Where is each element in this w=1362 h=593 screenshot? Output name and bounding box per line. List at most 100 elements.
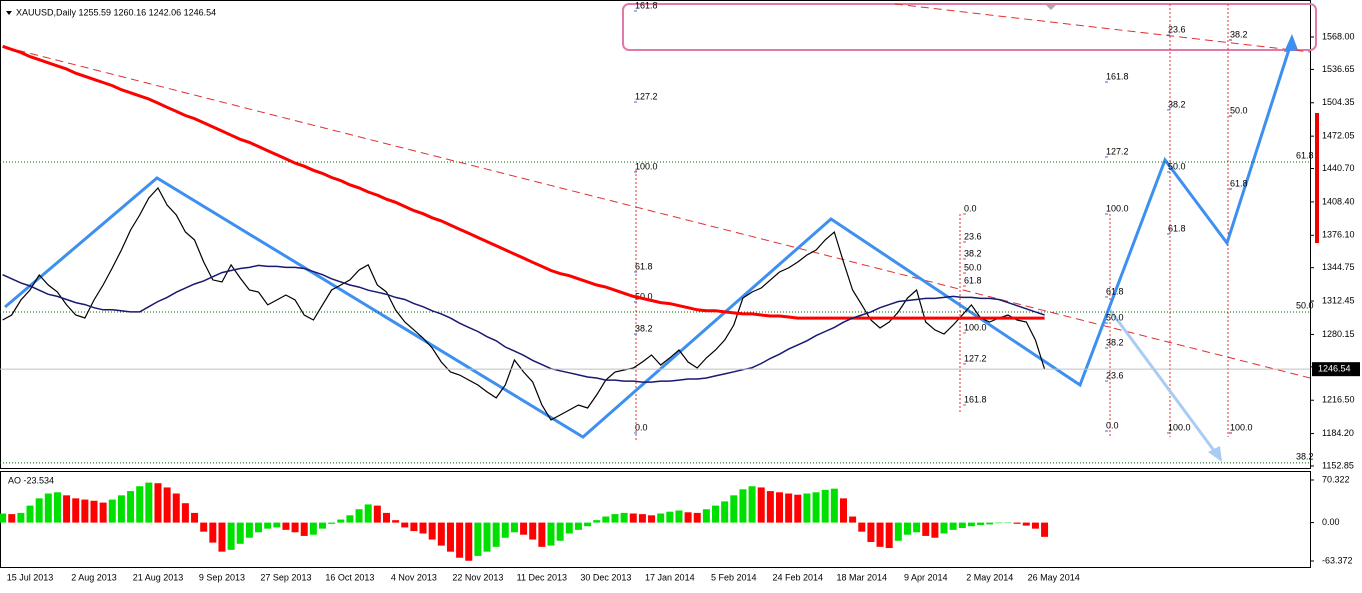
fib-level-label: 61.8 <box>1106 286 1124 296</box>
ao-bar <box>492 522 500 547</box>
ao-bar <box>739 489 747 523</box>
ao-bar <box>0 513 7 523</box>
ao-bar <box>26 505 34 523</box>
ao-bar <box>657 513 665 523</box>
ao-bar <box>629 513 637 523</box>
ao-bar <box>99 502 107 523</box>
ao-bar <box>227 522 235 550</box>
ao-bar <box>44 493 52 523</box>
ao-bar <box>885 522 893 549</box>
price-line <box>2 186 1046 421</box>
fib-level-label: 23.6 <box>1168 24 1186 34</box>
trend-line <box>4 46 1311 379</box>
ao-bar <box>611 514 619 523</box>
ao-bar <box>127 491 135 523</box>
x-tick-label: 9 Apr 2014 <box>904 572 948 582</box>
fib-level-label: 100.0 <box>1168 422 1191 432</box>
ao-bar <box>520 522 528 535</box>
ao-bar <box>8 514 16 523</box>
ao-bar <box>392 520 400 523</box>
fib-level-label: 0.0 <box>1106 420 1119 430</box>
ao-bar <box>830 488 838 523</box>
ao-bar <box>410 522 418 532</box>
ao-bar <box>108 499 116 523</box>
y-tick-label: 1472.05 <box>1322 131 1355 141</box>
ao-bar <box>529 522 537 540</box>
ao-bar <box>876 522 884 547</box>
fib-level-label: 50.0 <box>1168 161 1186 171</box>
ao-bar <box>428 522 436 540</box>
x-tick-label: 9 Sep 2013 <box>199 572 245 582</box>
y-tick-label: 1536.65 <box>1322 64 1355 74</box>
ao-bar <box>538 522 546 547</box>
moving-average <box>2 44 1045 320</box>
fib-level-label: 50.0 <box>635 291 653 301</box>
ao-bar <box>35 498 43 523</box>
ao-bar <box>501 522 509 538</box>
ao-bar <box>81 499 89 523</box>
y-tick-label: 1440.70 <box>1322 163 1355 173</box>
x-tick-label: 26 May 2014 <box>1028 572 1080 582</box>
ao-bar <box>812 492 820 523</box>
ao-bar <box>1041 522 1049 537</box>
y-tick-label: 1504.35 <box>1322 97 1355 107</box>
ao-bar <box>465 522 473 561</box>
fib-level-label: 127.2 <box>964 353 987 363</box>
ao-bar <box>903 522 911 535</box>
ao-bar <box>766 491 774 523</box>
ao-bar <box>867 522 875 542</box>
moving-average <box>2 264 1045 383</box>
ao-bar <box>931 522 939 538</box>
alt-projection <box>1108 309 1220 457</box>
y-tick-label: 1376.10 <box>1322 230 1355 240</box>
ao-bar <box>556 522 564 541</box>
ao-bar <box>209 522 217 543</box>
ao-bar <box>191 512 199 523</box>
ao-bar <box>702 509 710 523</box>
x-tick-label: 2 May 2014 <box>966 572 1013 582</box>
ao-bar <box>949 522 957 530</box>
ao-bar <box>117 495 125 523</box>
x-tick-label: 15 Jul 2013 <box>7 572 54 582</box>
x-tick-label: 4 Nov 2013 <box>391 572 437 582</box>
y-tick-label: -63.372 <box>1322 555 1353 565</box>
marker <box>1046 5 1056 10</box>
fib-level-label: 61.8 <box>635 261 653 271</box>
ao-bar <box>574 522 582 530</box>
fib-level-label: 161.8 <box>635 0 658 10</box>
ao-bar <box>776 492 783 523</box>
fib-level-label: 100.0 <box>1106 203 1129 213</box>
ao-bar <box>163 487 171 523</box>
ao-bar <box>602 516 610 523</box>
ao-bar <box>565 522 573 534</box>
ao-bar <box>53 492 61 523</box>
ao-bar <box>675 510 683 523</box>
x-tick-label: 2 Aug 2013 <box>71 572 117 582</box>
chart-title: XAUUSD,Daily 1255.59 1260.16 1242.06 124… <box>16 7 216 17</box>
ao-bar <box>721 501 729 523</box>
ao-bar <box>63 495 71 523</box>
ao-bar <box>255 522 263 533</box>
y-tick-label: 1344.75 <box>1322 262 1355 272</box>
fib-level-label: 100.0 <box>635 161 658 171</box>
ao-bar <box>757 487 765 523</box>
fib-level-label: 100.0 <box>1230 422 1253 432</box>
ao-bar <box>382 512 390 523</box>
level-label: 38.2 <box>1296 451 1314 461</box>
ao-bar <box>1022 522 1030 526</box>
fib-level-label: 161.8 <box>964 394 987 404</box>
level-label: 61.8 <box>1296 150 1314 160</box>
ao-bar <box>584 522 592 527</box>
ao-bar <box>346 515 354 523</box>
ao-bar <box>264 522 272 529</box>
ao-bar <box>474 522 482 556</box>
ao-bar <box>858 522 866 532</box>
ao-bar <box>309 522 317 535</box>
ao-bar <box>446 522 454 552</box>
y-tick-label: 1216.50 <box>1322 395 1355 405</box>
fib-level-label: 50.0 <box>1230 105 1248 115</box>
ao-bar <box>684 512 692 523</box>
ao-bar <box>145 482 153 523</box>
ao-bar <box>638 514 646 523</box>
ao-bar <box>328 522 336 524</box>
